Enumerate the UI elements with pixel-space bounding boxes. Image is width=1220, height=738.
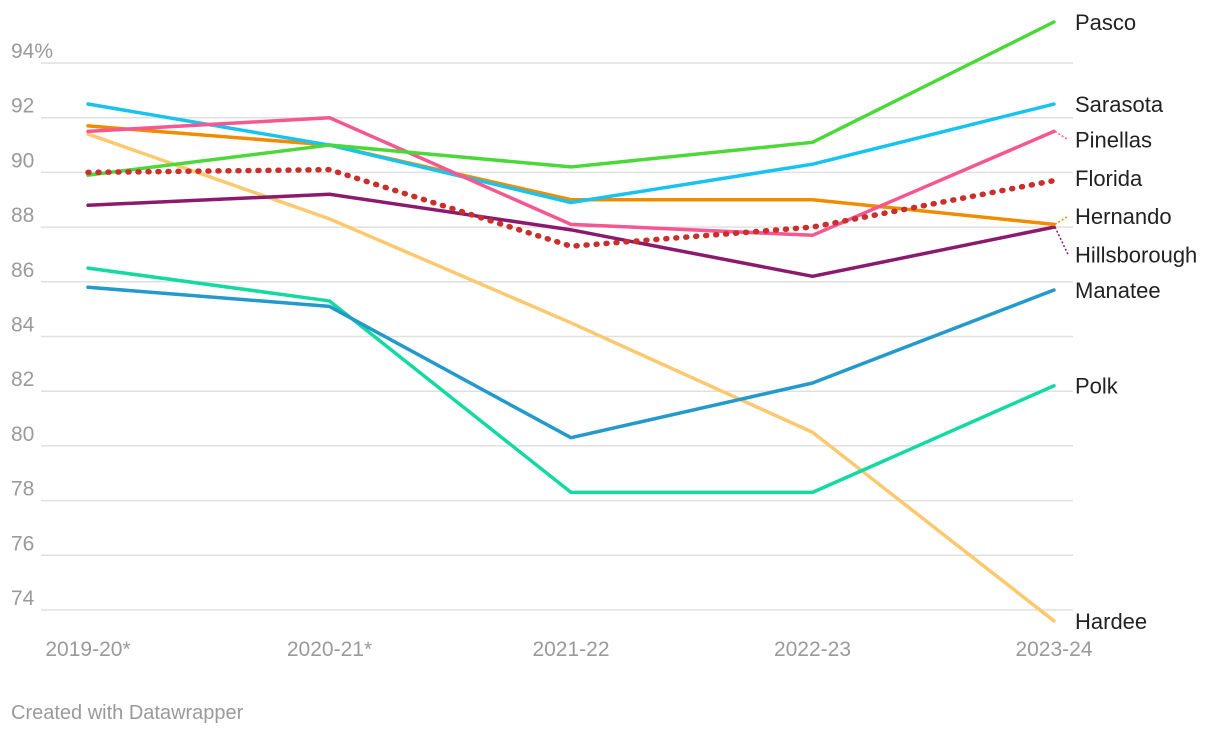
label-connector	[1054, 215, 1069, 225]
series-label-pinellas: Pinellas	[1075, 128, 1152, 153]
series-line-manatee	[86, 285, 1056, 440]
series-label-sarasota: Sarasota	[1075, 92, 1164, 117]
series-label-polk: Polk	[1075, 374, 1119, 399]
line-chart: 74 76 78 80 82 84 86 88 90 92 94% 2019-20* 2020-21*…	[11, 10, 1197, 661]
series-label-florida: Florida	[1075, 166, 1143, 191]
label-connector	[1054, 226, 1069, 255]
x-axis-tick-labels: 2019-20* 2020-21* 2021-22 2022-23 2023-24	[45, 638, 1092, 661]
series-line-hillsborough	[86, 192, 1056, 279]
y-tick-label: 92	[11, 95, 34, 118]
series-labels: Pasco Sarasota Pinellas Florida Hernando Hill…	[1054, 10, 1197, 634]
series-line-pinellas	[86, 115, 1056, 238]
y-tick-label: 78	[11, 478, 34, 501]
series-line-pasco	[86, 20, 1056, 177]
series-line-hardee	[86, 132, 1056, 623]
y-tick-label: 82	[11, 368, 34, 391]
y-tick-label: 88	[11, 204, 34, 227]
x-tick-label: 2020-21*	[287, 638, 372, 661]
datawrapper-credit: Created with Datawrapper	[11, 702, 244, 724]
series-label-hernando: Hernando	[1075, 204, 1172, 229]
y-tick-label: 94%	[11, 40, 53, 63]
series-line-florida	[85, 166, 1057, 249]
y-tick-label: 90	[11, 149, 34, 172]
grid-lines	[41, 62, 1073, 611]
y-tick-label: 76	[11, 532, 34, 555]
series-label-hillsborough: Hillsborough	[1075, 242, 1197, 267]
series-lines	[85, 20, 1057, 623]
series-label-pasco: Pasco	[1075, 10, 1136, 35]
y-tick-label: 74	[11, 587, 35, 610]
label-connector	[1054, 130, 1069, 141]
y-axis-tick-labels: 74 76 78 80 82 84 86 88 90 92 94%	[11, 40, 53, 610]
series-line-polk	[86, 266, 1056, 495]
x-tick-label: 2021-22	[532, 638, 609, 661]
series-line-hernando	[86, 124, 1056, 227]
series-label-manatee: Manatee	[1075, 278, 1161, 303]
x-tick-label: 2022-23	[774, 638, 851, 661]
x-tick-label: 2023-24	[1015, 638, 1092, 661]
y-tick-label: 86	[11, 259, 34, 282]
series-label-hardee: Hardee	[1075, 609, 1147, 634]
x-tick-label: 2019-20*	[45, 638, 130, 661]
y-tick-label: 84	[11, 314, 35, 337]
series-line-sarasota	[86, 102, 1056, 205]
y-tick-label: 80	[11, 423, 34, 446]
